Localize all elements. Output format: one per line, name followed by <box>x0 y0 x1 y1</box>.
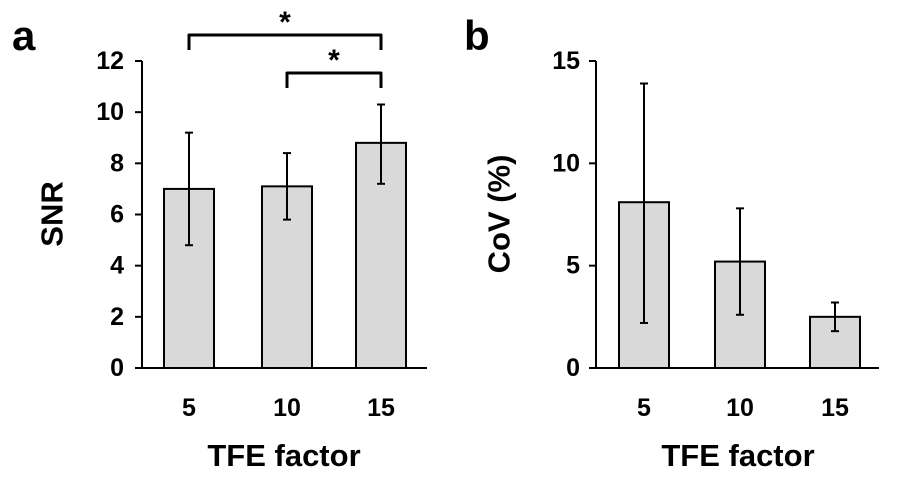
panel-b: b CoV (%) TFE factor 0 5 10 15 5 10 15 <box>464 12 879 473</box>
panel-b-marks: 0 5 10 15 5 10 15 <box>552 47 879 422</box>
panel-a-ytick-label: 4 <box>110 252 124 280</box>
panel-b-ytick-label: 10 <box>552 149 580 177</box>
panel-b-ytick-label: 15 <box>552 47 580 75</box>
panel-a-xlabel: TFE factor <box>207 438 360 473</box>
panel-a-xtick-label: 10 <box>273 394 301 422</box>
panel-a-xtick-label: 15 <box>367 394 395 422</box>
panel-a-ytick-label: 10 <box>96 98 124 126</box>
panel-a-ytick-label: 8 <box>110 149 124 177</box>
panel-b-xtick-label: 5 <box>637 394 651 422</box>
panel-b-xtick-label: 10 <box>726 394 754 422</box>
panel-a-xtick-label: 5 <box>182 394 196 422</box>
panel-a-significance-bracket <box>285 71 383 88</box>
panel-a-significance-star: * <box>328 44 340 77</box>
panel-a-letter: a <box>12 12 36 59</box>
panel-b-letter: b <box>464 12 490 59</box>
panel-b-ytick-label: 5 <box>566 252 580 280</box>
panel-a-ylabel: SNR <box>35 181 70 246</box>
panel-a: a SNR TFE factor 0 2 4 6 8 10 12 5 10 15 * * <box>12 6 427 473</box>
panel-b-ylabel: CoV (%) <box>482 155 517 274</box>
panel-a-ytick-label: 0 <box>110 354 124 382</box>
panel-a-marks: 0 2 4 6 8 10 12 5 10 15 * * <box>96 6 427 422</box>
panel-b-xlabel: TFE factor <box>661 438 814 473</box>
panel-b-ytick-label: 0 <box>566 354 580 382</box>
panel-a-ytick-label: 6 <box>110 201 124 229</box>
panel-a-significance-star: * <box>279 6 291 39</box>
panel-a-ytick-label: 2 <box>110 303 124 331</box>
panel-b-xtick-label: 15 <box>821 394 849 422</box>
panel-a-significance-bracket <box>187 33 383 50</box>
panel-a-ytick-label: 12 <box>96 47 124 75</box>
